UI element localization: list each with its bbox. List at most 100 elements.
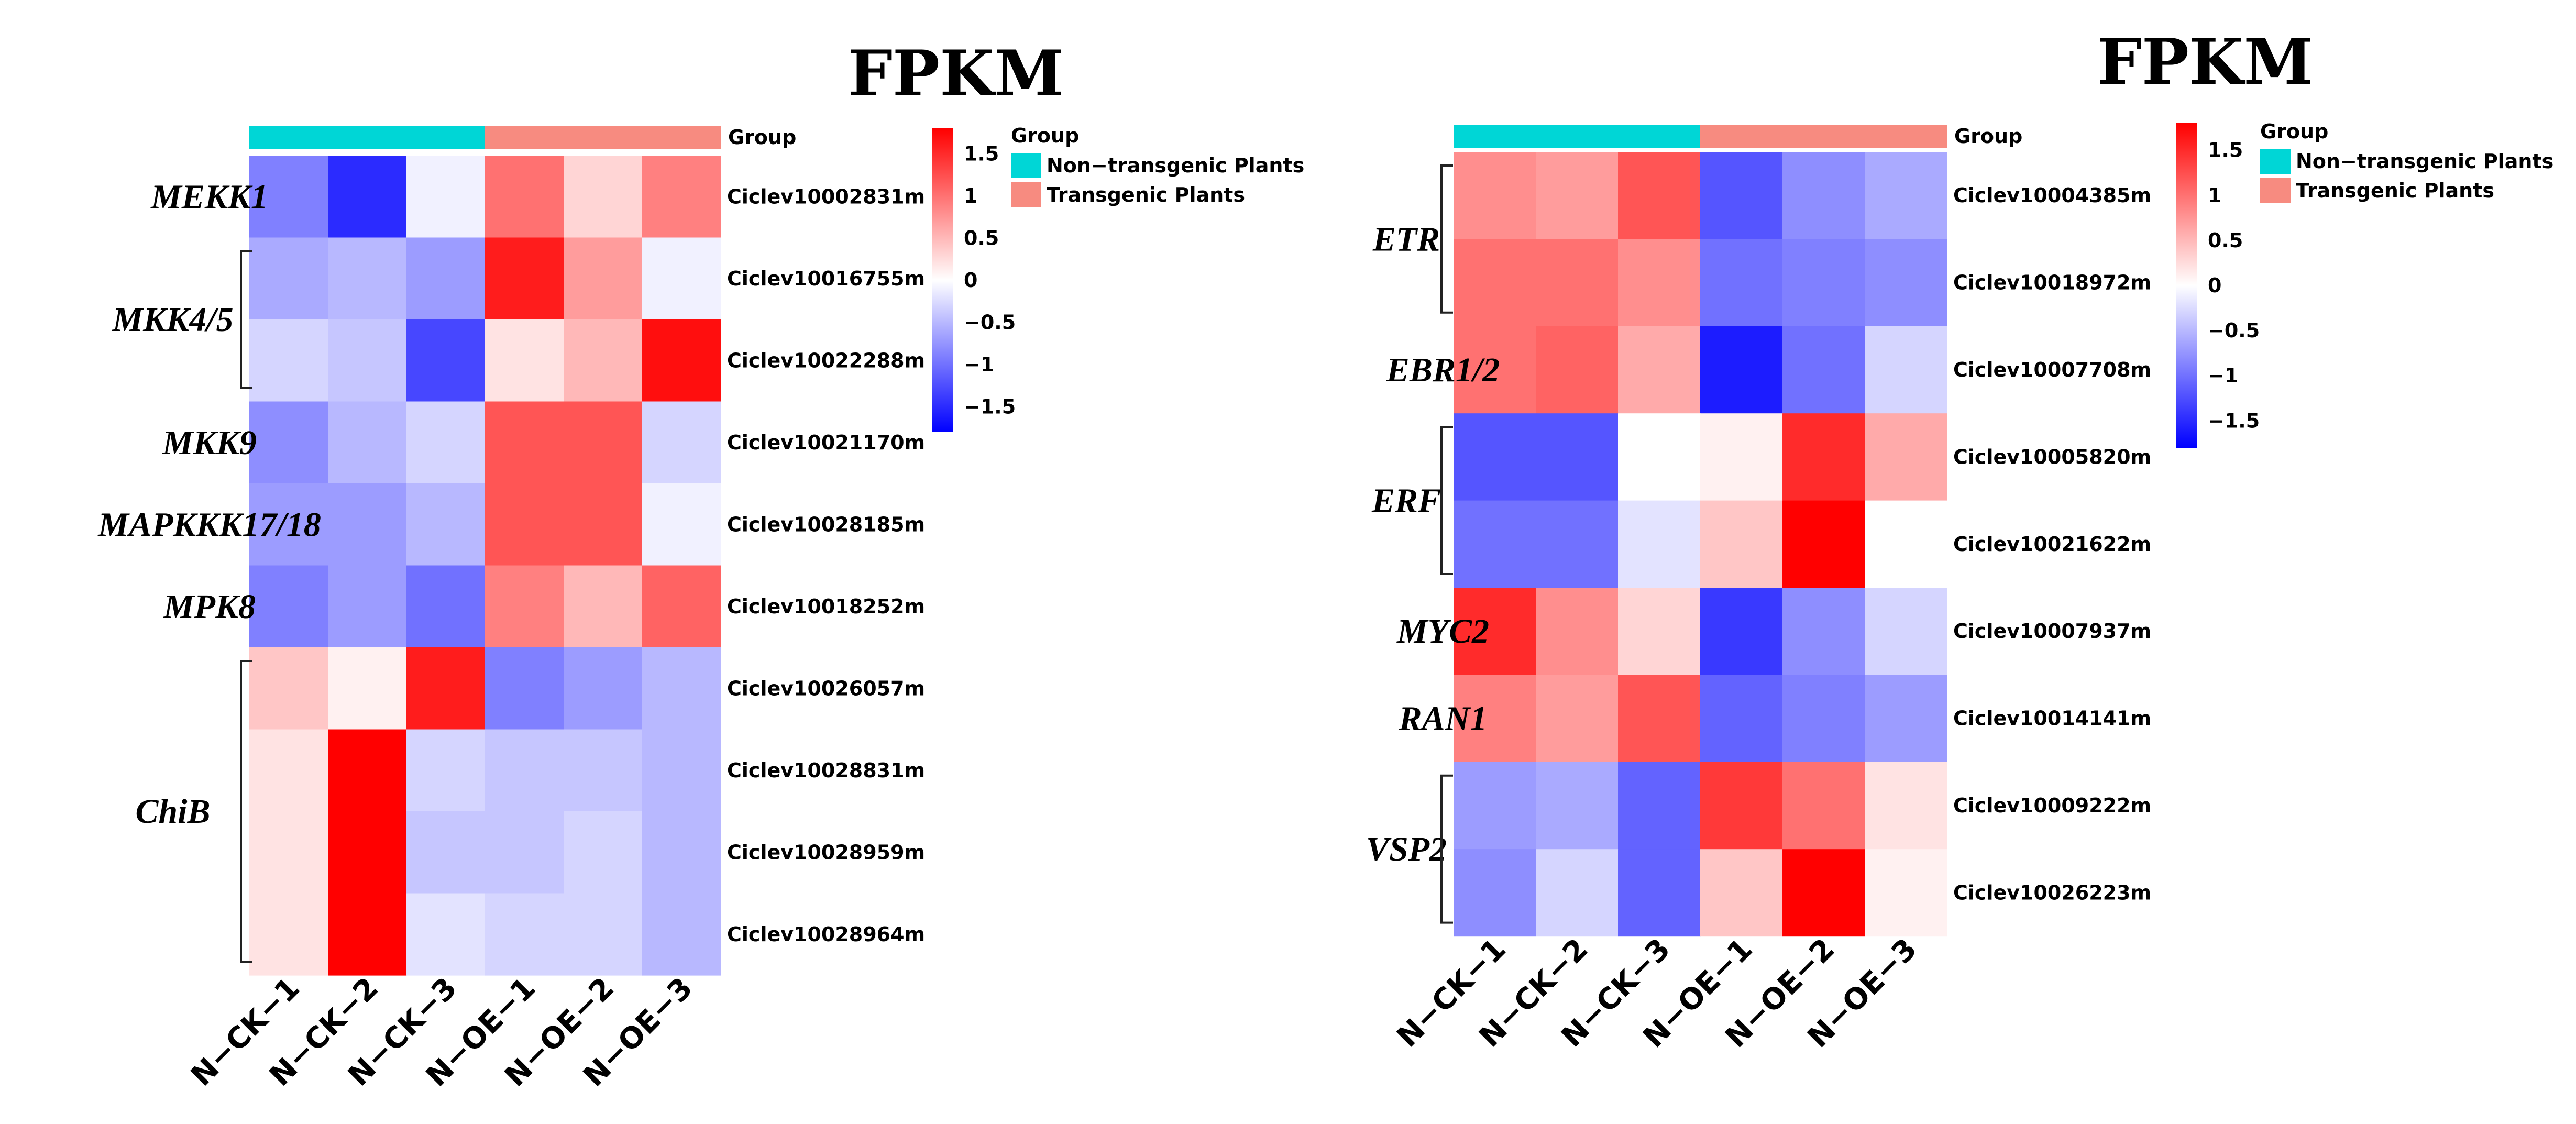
heatmap-cell bbox=[328, 156, 407, 238]
row-label: Ciclev10021622m bbox=[1953, 533, 2151, 556]
gene-group-label: MKK4/5 bbox=[112, 301, 233, 339]
heatmap-cell bbox=[1536, 588, 1619, 675]
gene-group-label: MAPKKK17/18 bbox=[97, 505, 321, 544]
heatmap-cell bbox=[1700, 152, 1783, 239]
heatmap-cell bbox=[1782, 588, 1865, 675]
heatmap-panel-right: FPKM Group Ciclev10004385m Ciclev10018972m C… bbox=[1366, 25, 2553, 1054]
legend-swatch bbox=[1011, 182, 1041, 207]
heatmap-cell bbox=[642, 647, 721, 730]
heatmap-cell bbox=[328, 319, 407, 402]
row-label: Ciclev10028959m bbox=[727, 841, 925, 864]
gene-group-label: MPK8 bbox=[163, 588, 256, 626]
heatmap-cell bbox=[1865, 152, 1947, 239]
heatmap-cell bbox=[1700, 849, 1783, 937]
heatmap-cell bbox=[328, 237, 407, 320]
group-annotation-cell bbox=[1700, 125, 1783, 148]
heatmap-cell bbox=[485, 156, 564, 238]
legend-swatch bbox=[2260, 149, 2291, 174]
heatmap-cell bbox=[328, 565, 407, 648]
row-label: Ciclev10026223m bbox=[1953, 881, 2151, 904]
legend-title: Group bbox=[1011, 124, 1079, 147]
heatmap-cell bbox=[406, 401, 486, 484]
heatmap-cell bbox=[1454, 413, 1536, 501]
heatmap-cell bbox=[485, 483, 564, 566]
heatmap-cell bbox=[1700, 588, 1783, 675]
heatmap-cell bbox=[328, 729, 407, 812]
heatmap-cell bbox=[642, 565, 721, 648]
heatmap-cell bbox=[1618, 413, 1701, 501]
heatmap-cell bbox=[1536, 152, 1619, 239]
heatmap-cell bbox=[642, 319, 721, 402]
heatmap-cell bbox=[249, 729, 328, 812]
heatmap-cell bbox=[564, 237, 643, 320]
heatmap-cell bbox=[406, 893, 486, 976]
heatmap-cell bbox=[1454, 588, 1536, 675]
heatmap-cell bbox=[1865, 762, 1947, 850]
gene-group-bracket bbox=[1440, 774, 1453, 924]
heatmap-cell bbox=[1618, 588, 1701, 675]
heatmap-cell bbox=[564, 729, 643, 812]
heatmap-cell bbox=[564, 156, 643, 238]
heatmap-cell bbox=[564, 483, 643, 566]
heatmap-cell bbox=[406, 483, 486, 566]
colorbar-tick-label: −0.5 bbox=[964, 311, 1016, 334]
row-label: Ciclev10004385m bbox=[1953, 184, 2151, 207]
legend-entry-label: Transgenic Plants bbox=[2296, 179, 2494, 202]
group-annotation-cell bbox=[1536, 125, 1619, 148]
heatmap-cell bbox=[1865, 675, 1947, 763]
colorbar-tick-label: −1 bbox=[2208, 364, 2238, 387]
heatmap-cell bbox=[485, 729, 564, 812]
gene-group-label: VSP2 bbox=[1366, 830, 1447, 868]
legend-entry-label: Non−transgenic Plants bbox=[2296, 150, 2553, 173]
group-annotation-cell bbox=[1618, 125, 1701, 148]
colorbar-tick-label: −1.5 bbox=[2208, 409, 2260, 432]
colorbar-tick-label: 1.5 bbox=[2208, 139, 2243, 162]
heatmap-cell bbox=[1782, 413, 1865, 501]
heatmap-cell bbox=[328, 647, 407, 730]
row-label: Ciclev10014141m bbox=[1953, 707, 2151, 730]
heatmap-cell bbox=[1700, 762, 1783, 850]
heatmap-cell bbox=[249, 893, 328, 976]
gene-group-label: ChiB bbox=[135, 792, 210, 831]
heatmap-cell bbox=[1454, 152, 1536, 239]
heatmap-cell bbox=[485, 401, 564, 484]
heatmap-cell bbox=[485, 319, 564, 402]
heatmap-cell bbox=[1454, 326, 1536, 414]
heatmap-cell bbox=[564, 319, 643, 402]
heatmap-cell bbox=[1782, 849, 1865, 937]
heatmap-cell bbox=[1865, 849, 1947, 937]
heatmap-cell bbox=[328, 893, 407, 976]
legend-swatch bbox=[1011, 153, 1041, 178]
heatmap-cell bbox=[1618, 675, 1701, 763]
legend-swatch bbox=[2260, 178, 2291, 203]
gene-group-bracket bbox=[240, 250, 252, 389]
heatmap-cell bbox=[406, 647, 486, 730]
group-annotation-cell bbox=[406, 126, 486, 149]
row-label: Ciclev10021170m bbox=[727, 431, 925, 454]
heatmap-cell bbox=[1536, 762, 1619, 850]
heatmap-cell bbox=[1700, 413, 1783, 501]
row-label: Ciclev10005820m bbox=[1953, 445, 2151, 468]
heatmap-cell bbox=[1454, 239, 1536, 327]
heatmap-cell bbox=[485, 237, 564, 320]
group-annotation-cell bbox=[249, 126, 328, 149]
group-annotation-cell bbox=[564, 126, 643, 149]
heatmap-cell bbox=[406, 811, 486, 894]
gene-group-label: ETR bbox=[1372, 220, 1440, 258]
row-label: Ciclev10026057m bbox=[727, 677, 925, 700]
colorbar bbox=[932, 128, 953, 432]
heatmap-cell bbox=[1782, 500, 1865, 588]
group-annotation-cell bbox=[328, 126, 407, 149]
group-annotation-label: Group bbox=[1954, 125, 2022, 148]
heatmap-cell bbox=[1700, 675, 1783, 763]
heatmap-cell bbox=[1454, 675, 1536, 763]
heatmap-cell bbox=[642, 483, 721, 566]
heatmap-cell bbox=[1782, 762, 1865, 850]
heatmap-cell bbox=[1536, 849, 1619, 937]
row-label: Ciclev10028964m bbox=[727, 923, 925, 946]
row-label: Ciclev10009222m bbox=[1953, 794, 2151, 817]
heatmap-cell bbox=[1618, 239, 1701, 327]
heatmap-cell bbox=[485, 893, 564, 976]
heatmap-cell bbox=[642, 729, 721, 812]
